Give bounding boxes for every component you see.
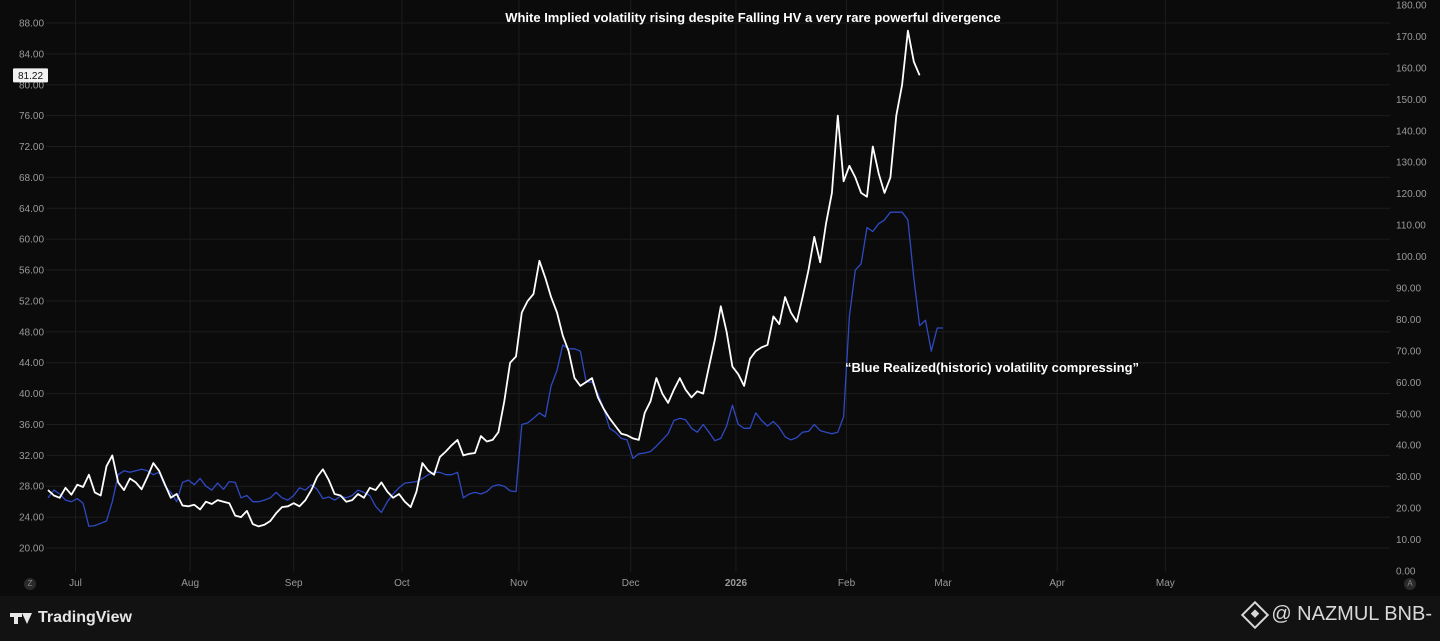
x-axis-tick-label: May <box>1156 578 1175 589</box>
annotation-implied-vol: White Implied volatility rising despite … <box>505 10 1001 25</box>
gridlines <box>46 0 1390 572</box>
left-axis-tick-label: 44.00 <box>19 358 44 369</box>
left-axis-tick-label: 72.00 <box>19 142 44 153</box>
right-axis-tick-label: 120.00 <box>1396 189 1427 200</box>
left-axis-tick-label: 60.00 <box>19 235 44 246</box>
left-axis-tick-label: 76.00 <box>19 111 44 122</box>
bnb-diamond-icon <box>1241 600 1270 629</box>
left-axis-tick-label: 64.00 <box>19 204 44 215</box>
left-axis-tick-label: 32.00 <box>19 451 44 462</box>
realized-volatility-line <box>47 211 943 528</box>
left-axis-tick-label: 20.00 <box>19 544 44 555</box>
right-axis-tick-label: 170.00 <box>1396 32 1427 43</box>
right-axis-tick-label: 30.00 <box>1396 472 1421 483</box>
x-axis-tick-label: Oct <box>394 578 410 589</box>
right-axis-tick-label: 150.00 <box>1396 95 1427 106</box>
right-axis-tick-label: 10.00 <box>1396 535 1421 546</box>
left-axis-tick-label: 56.00 <box>19 266 44 277</box>
left-axis-tick-label: 68.00 <box>19 173 44 184</box>
right-axis-tick-label: 90.00 <box>1396 284 1421 295</box>
right-axis-tick-label: 160.00 <box>1396 63 1427 74</box>
x-axis-tick-label: Mar <box>934 578 952 589</box>
last-value-badge <box>13 68 48 83</box>
left-axis-tick-label: 88.00 <box>19 19 44 30</box>
volatility-chart[interactable]: 20.00 24.00 28.00 32.00 36.00 40.00 44.00 48.00… <box>0 0 1440 596</box>
auto-scale-toggle-right[interactable]: A <box>1404 578 1416 590</box>
right-axis-tick-label: 80.00 <box>1396 315 1421 326</box>
annotation-realized-vol: “Blue Realized(historic) volatility comp… <box>845 360 1139 375</box>
tradingview-logo-icon <box>10 610 32 626</box>
left-axis-tick-label: 40.00 <box>19 389 44 400</box>
left-axis-tick-label: 36.00 <box>19 420 44 431</box>
right-axis-tick-label: 130.00 <box>1396 158 1427 169</box>
left-axis-tick-label: 84.00 <box>19 49 44 60</box>
left-axis-tick-label: 28.00 <box>19 482 44 493</box>
right-axis-tick-label: 20.00 <box>1396 504 1421 515</box>
right-axis-tick-label: 100.00 <box>1396 252 1427 263</box>
author-watermark: @ NAZMUL BNB- <box>1241 600 1432 629</box>
x-axis-tick-label: Sep <box>285 578 303 589</box>
x-axis-tick-label: 2026 <box>725 578 748 589</box>
right-axis-tick-label: 0.00 <box>1396 567 1416 578</box>
right-axis-tick-label: 180.00 <box>1396 1 1427 12</box>
right-axis-tick-label: 140.00 <box>1396 126 1427 137</box>
log-scale-toggle-left[interactable]: Z <box>24 578 36 590</box>
tradingview-logo-text: TradingView <box>38 609 132 626</box>
x-axis-tick-label: Dec <box>622 578 640 589</box>
left-axis-tick-label: 24.00 <box>19 513 44 524</box>
x-axis-tick-label: Nov <box>510 578 528 589</box>
last-value-label: 81.22 <box>18 71 43 82</box>
watermark-text: @ NAZMUL BNB- <box>1271 603 1432 625</box>
left-axis-tick-label: 48.00 <box>19 327 44 338</box>
right-axis-tick-label: 60.00 <box>1396 378 1421 389</box>
left-axis-tick-label: 52.00 <box>19 296 44 307</box>
right-axis-tick-label: 40.00 <box>1396 441 1421 452</box>
right-axis-tick-label: 110.00 <box>1396 221 1426 232</box>
plot-background <box>0 0 1440 596</box>
right-axis-tick-label: 70.00 <box>1396 346 1421 357</box>
x-axis-tick-label: Apr <box>1049 578 1065 589</box>
implied-volatility-line <box>47 29 921 528</box>
x-axis-tick-label: Feb <box>838 578 856 589</box>
left-axis-tick-label: 80.00 <box>19 80 44 91</box>
x-axis-tick-label: Aug <box>181 578 199 589</box>
tradingview-brand[interactable]: TradingView <box>10 609 132 627</box>
x-axis-tick-label: Jul <box>69 578 82 589</box>
footer-bar <box>0 596 1440 641</box>
right-axis-tick-label: 50.00 <box>1396 409 1421 420</box>
